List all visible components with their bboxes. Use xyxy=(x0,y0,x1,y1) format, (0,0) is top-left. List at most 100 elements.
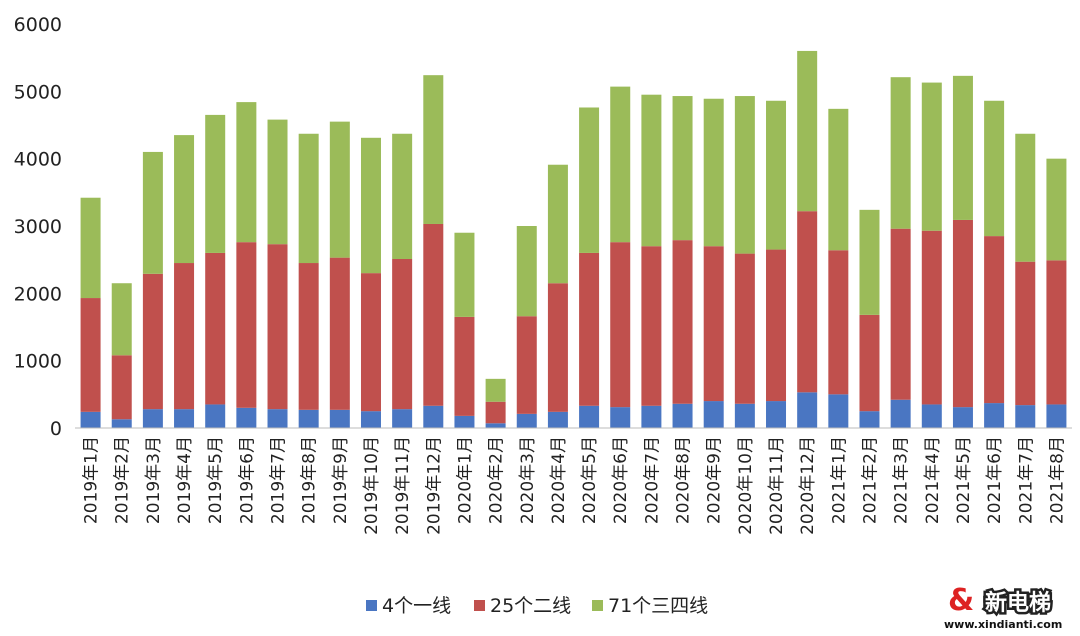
x-tick-label: 2020年5月 xyxy=(580,436,600,524)
bar-segment-2 xyxy=(641,94,662,247)
bar-segment-2 xyxy=(142,151,163,274)
bar-segment-0 xyxy=(766,401,787,428)
bar-segment-1 xyxy=(174,263,195,410)
bar-segment-2 xyxy=(766,100,787,250)
bar-segment-1 xyxy=(205,252,226,405)
bar-segment-1 xyxy=(360,273,381,412)
bar-segment-0 xyxy=(734,403,755,428)
x-tick-label: 2021年6月 xyxy=(985,436,1005,524)
bar-segment-0 xyxy=(952,407,973,428)
bar-segment-2 xyxy=(952,75,973,220)
bar-segment-2 xyxy=(267,119,288,245)
x-tick-label: 2019年3月 xyxy=(144,436,164,524)
y-tick-label: 1000 xyxy=(14,351,62,373)
bar-segment-0 xyxy=(828,394,849,428)
bar-segment-1 xyxy=(516,316,537,414)
bar-segment-2 xyxy=(734,96,755,254)
bar-segment-1 xyxy=(766,249,787,402)
y-tick-label: 0 xyxy=(50,418,62,440)
bars xyxy=(80,50,1067,428)
bar-segment-2 xyxy=(1046,158,1067,261)
x-tick-label: 2019年7月 xyxy=(269,436,289,524)
bar-segment-1 xyxy=(111,355,132,420)
bar-segment-1 xyxy=(579,252,600,406)
x-tick-label: 2021年3月 xyxy=(892,436,912,524)
legend-swatch xyxy=(366,600,377,611)
legend-swatch xyxy=(474,600,485,611)
bar-segment-0 xyxy=(579,405,600,428)
bar-segment-2 xyxy=(205,114,226,253)
x-tick-label: 2019年5月 xyxy=(206,436,226,524)
bar-segment-0 xyxy=(329,409,350,428)
y-tick-label: 2000 xyxy=(14,283,62,305)
bar-segment-1 xyxy=(142,273,163,410)
bar-segment-1 xyxy=(236,242,257,408)
bar-segment-1 xyxy=(329,257,350,410)
x-tick-label: 2020年1月 xyxy=(455,436,475,524)
x-tick-label: 2019年8月 xyxy=(300,436,320,524)
bar-segment-2 xyxy=(423,75,444,224)
watermark-name: 新电梯 xyxy=(985,590,1051,616)
x-tick-label: 2020年2月 xyxy=(487,436,507,524)
bar-segment-1 xyxy=(298,263,319,410)
bar-segment-0 xyxy=(1046,404,1067,428)
bar-segment-2 xyxy=(547,164,568,284)
bar-segment-1 xyxy=(672,240,693,404)
bar-segment-1 xyxy=(984,236,1005,404)
bar-segment-1 xyxy=(1015,261,1036,406)
bar-segment-0 xyxy=(516,413,537,428)
bar-segment-2 xyxy=(890,77,911,229)
bar-segment-0 xyxy=(80,411,101,428)
x-tick-label: 2020年7月 xyxy=(642,436,662,524)
y-tick-label: 3000 xyxy=(14,216,62,238)
bar-segment-2 xyxy=(454,232,475,317)
bar-segment-1 xyxy=(1046,260,1067,405)
bar-segment-2 xyxy=(984,100,1005,237)
x-tick-label: 2019年10月 xyxy=(362,436,382,535)
x-tick-label: 2021年7月 xyxy=(1016,436,1036,524)
bar-segment-2 xyxy=(392,133,413,259)
bar-segment-0 xyxy=(547,411,568,428)
bar-segment-0 xyxy=(921,404,942,428)
bar-segment-1 xyxy=(454,316,475,416)
bar-segment-2 xyxy=(703,98,724,247)
bar-segment-0 xyxy=(423,405,444,428)
x-tick-label: 2020年10月 xyxy=(736,436,756,535)
bar-segment-0 xyxy=(267,409,288,428)
x-tick-label: 2020年8月 xyxy=(674,436,694,524)
bar-segment-1 xyxy=(734,253,755,404)
x-tick-label: 2019年9月 xyxy=(331,436,351,524)
bar-segment-0 xyxy=(485,423,506,428)
bar-segment-1 xyxy=(267,244,288,410)
bar-segment-1 xyxy=(797,211,818,393)
bar-segment-0 xyxy=(236,407,257,428)
watermark-logo-icon: & xyxy=(948,583,974,618)
bar-segment-1 xyxy=(392,258,413,410)
bar-segment-2 xyxy=(672,96,693,241)
bar-segment-2 xyxy=(236,102,257,243)
bar-segment-1 xyxy=(921,230,942,405)
x-tick-label: 2020年12月 xyxy=(798,436,818,535)
x-tick-label: 2021年8月 xyxy=(1047,436,1067,524)
x-tick-label: 2021年4月 xyxy=(923,436,943,524)
bar-segment-2 xyxy=(1015,133,1036,262)
bar-segment-0 xyxy=(360,411,381,428)
x-tick-label: 2019年1月 xyxy=(82,436,102,524)
bar-segment-0 xyxy=(205,404,226,428)
bar-segment-0 xyxy=(1015,405,1036,428)
bar-segment-1 xyxy=(641,246,662,406)
bar-segment-2 xyxy=(485,378,506,402)
y-tick-label: 5000 xyxy=(14,81,62,103)
legend-label: 25个二线 xyxy=(490,595,571,617)
bar-segment-0 xyxy=(142,409,163,428)
bar-segment-1 xyxy=(890,228,911,400)
y-tick-label: 4000 xyxy=(14,149,62,171)
legend-label: 4个一线 xyxy=(382,595,451,617)
bar-segment-2 xyxy=(298,133,319,264)
bar-segment-0 xyxy=(703,401,724,428)
bar-segment-1 xyxy=(423,223,444,406)
bar-segment-0 xyxy=(641,405,662,428)
bar-segment-0 xyxy=(984,403,1005,428)
x-tick-label: 2020年11月 xyxy=(767,436,787,535)
